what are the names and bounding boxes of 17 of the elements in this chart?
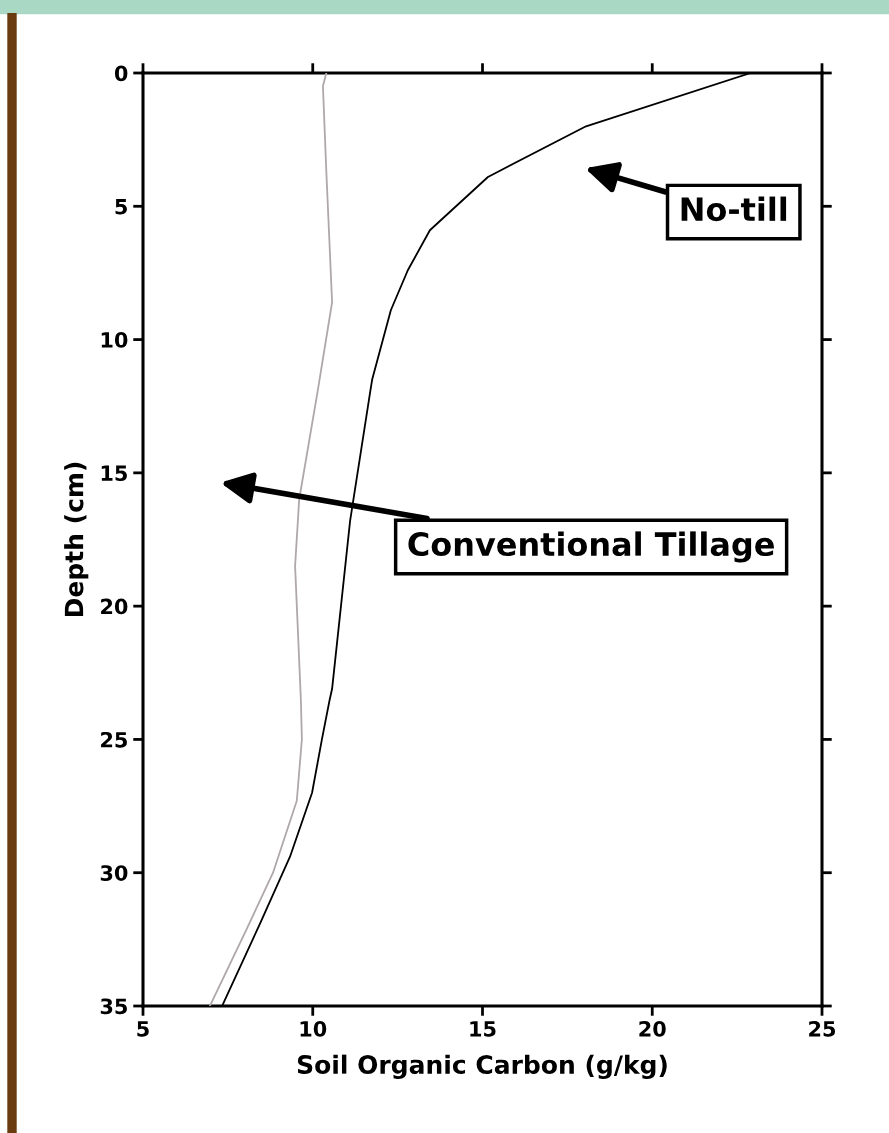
- y-tick-label: 15: [101, 465, 127, 482]
- x-tick-label: 15: [470, 1021, 496, 1037]
- x-tick-label: 20: [639, 1020, 666, 1037]
- y-tick-label: 35: [100, 998, 127, 1015]
- y-axis-title: Depth (cm): [64, 462, 89, 617]
- y-tick-label: 5: [115, 199, 127, 215]
- y-tick-label: 20: [101, 598, 128, 615]
- x-axis-title: Soil Organic Carbon (g/kg): [297, 1054, 667, 1080]
- x-tick-label: 10: [300, 1020, 327, 1037]
- y-tick-label: 0: [114, 65, 128, 82]
- y-tick-label: 30: [100, 865, 128, 881]
- y-tick-label: 25: [101, 731, 127, 748]
- x-tick-label: 25: [809, 1020, 836, 1037]
- y-tick-label: 10: [101, 332, 128, 348]
- legend-label: No-till: [681, 196, 787, 222]
- text: Conventional Tillage: [408, 531, 774, 563]
- x-tick-label: 5: [137, 1021, 149, 1037]
